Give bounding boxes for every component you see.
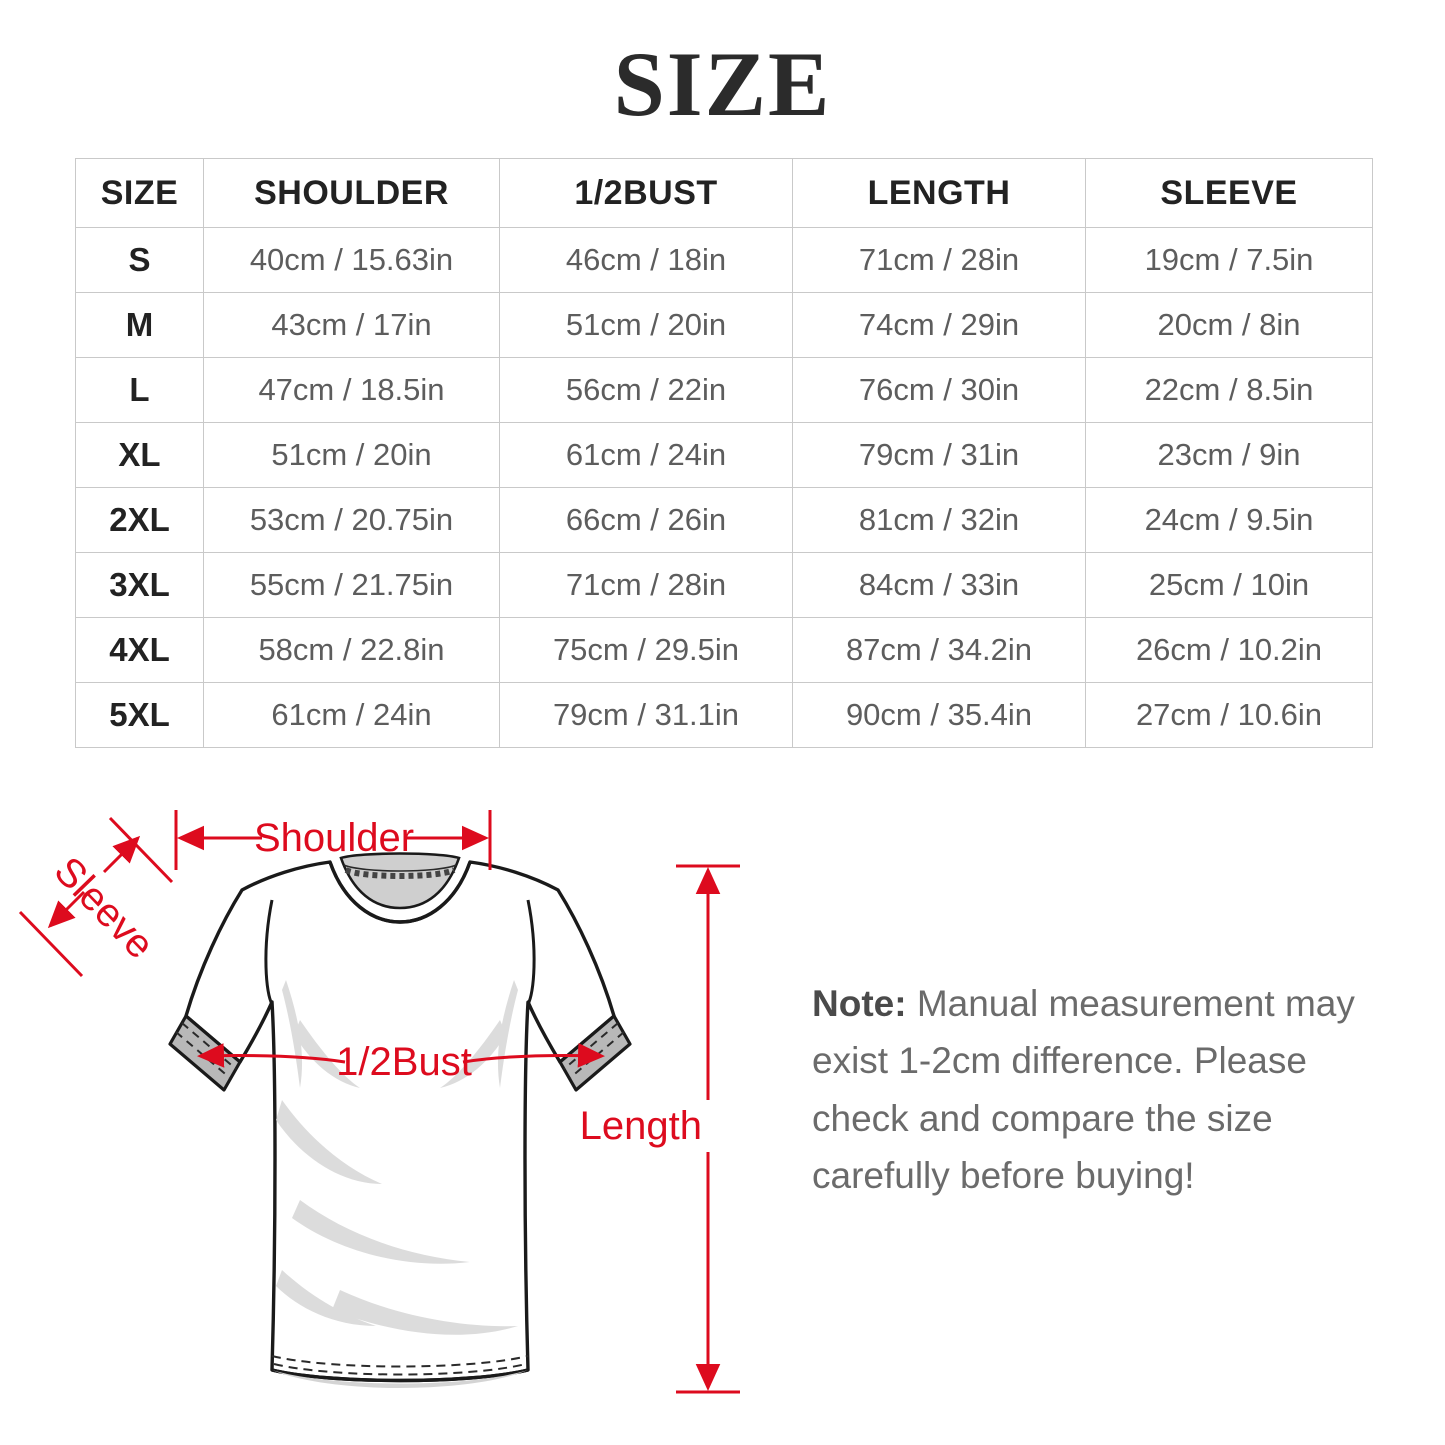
cell-size: XL: [75, 422, 204, 488]
size-table: SIZE SHOULDER 1/2BUST LENGTH SLEEVE S 40…: [75, 158, 1373, 748]
note-label: Note:: [812, 983, 907, 1024]
note-block: Note: Manual measurement may exist 1-2cm…: [812, 975, 1387, 1204]
collar-outer: [328, 861, 472, 924]
cell-sleeve: 23cm / 9in: [1085, 422, 1373, 488]
fabric-folds: [276, 980, 518, 1335]
measurement-diagram: Shoulder Sleeve 1/2Bust: [0, 770, 800, 1445]
collar-inner: [339, 852, 461, 910]
table-row: S 40cm / 15.63in 46cm / 18in 71cm / 28in…: [75, 227, 1373, 293]
sleeve-measurement-annotation: Sleeve: [18, 816, 174, 978]
table-row: 4XL 58cm / 22.8in 75cm / 29.5in 87cm / 3…: [75, 617, 1373, 683]
column-header-size: SIZE: [75, 158, 204, 228]
sleeve-arrow-upper: [102, 835, 141, 874]
sleeve-tick-lower: [18, 910, 84, 978]
cell-length: 74cm / 29in: [792, 292, 1086, 358]
length-label: Length: [580, 1104, 702, 1148]
tshirt-body-outline: [184, 860, 616, 1383]
table-row: L 47cm / 18.5in 56cm / 22in 76cm / 30in …: [75, 357, 1373, 423]
bottom-hem-fold: [271, 1355, 529, 1368]
cell-size: 4XL: [75, 617, 204, 683]
tshirt-illustration: [168, 852, 632, 1388]
length-measurement-annotation: Length: [580, 864, 740, 1394]
table-row: M 43cm / 17in 51cm / 20in 74cm / 29in 20…: [75, 292, 1373, 358]
column-header-sleeve: SLEEVE: [1085, 158, 1373, 228]
cell-shoulder: 53cm / 20.75in: [203, 487, 500, 553]
table-row: XL 51cm / 20in 61cm / 24in 79cm / 31in 2…: [75, 422, 1373, 488]
collar-band-edge: [343, 864, 457, 872]
cell-shoulder: 58cm / 22.8in: [203, 617, 500, 683]
left-armhole-seam: [264, 899, 274, 1005]
bust-measurement-annotation: 1/2Bust: [197, 1040, 605, 1084]
cell-shoulder: 51cm / 20in: [203, 422, 500, 488]
cell-size: 5XL: [75, 682, 204, 748]
column-header-length: LENGTH: [792, 158, 1086, 228]
right-armhole-seam: [526, 899, 536, 1005]
cell-shoulder: 61cm / 24in: [203, 682, 500, 748]
collar-back-band: [344, 867, 456, 879]
cell-length: 76cm / 30in: [792, 357, 1086, 423]
cell-sleeve: 19cm / 7.5in: [1085, 227, 1373, 293]
note-text: Manual measurement may exist 1-2cm diffe…: [812, 983, 1355, 1197]
cell-length: 90cm / 35.4in: [792, 682, 1086, 748]
cell-size: L: [75, 357, 204, 423]
table-row: 2XL 53cm / 20.75in 66cm / 26in 81cm / 32…: [75, 487, 1373, 553]
sleeve-label: Sleeve: [46, 849, 163, 968]
bust-arrow-left: [197, 1043, 346, 1068]
cell-length: 87cm / 34.2in: [792, 617, 1086, 683]
cell-length: 81cm / 32in: [792, 487, 1086, 553]
cell-bust: 56cm / 22in: [499, 357, 793, 423]
cell-size: 2XL: [75, 487, 204, 553]
cell-bust: 51cm / 20in: [499, 292, 793, 358]
column-header-bust: 1/2BUST: [499, 158, 793, 228]
cell-size: 3XL: [75, 552, 204, 618]
cell-sleeve: 27cm / 10.6in: [1085, 682, 1373, 748]
cell-sleeve: 26cm / 10.2in: [1085, 617, 1373, 683]
cell-shoulder: 43cm / 17in: [203, 292, 500, 358]
sleeve-arrow-lower: [47, 890, 86, 929]
cell-bust: 46cm / 18in: [499, 227, 793, 293]
cell-bust: 66cm / 26in: [499, 487, 793, 553]
cell-bust: 71cm / 28in: [499, 552, 793, 618]
table-header-row: SIZE SHOULDER 1/2BUST LENGTH SLEEVE: [75, 158, 1373, 228]
cell-sleeve: 24cm / 9.5in: [1085, 487, 1373, 553]
shoulder-label: Shoulder: [254, 816, 414, 860]
bottom-hem-shadow: [272, 1370, 528, 1388]
cell-length: 84cm / 33in: [792, 552, 1086, 618]
cell-shoulder: 40cm / 15.63in: [203, 227, 500, 293]
table-row: 5XL 61cm / 24in 79cm / 31.1in 90cm / 35.…: [75, 682, 1373, 748]
table-row: 3XL 55cm / 21.75in 71cm / 28in 84cm / 33…: [75, 552, 1373, 618]
shoulder-measurement-annotation: Shoulder: [174, 810, 492, 870]
cell-shoulder: 55cm / 21.75in: [203, 552, 500, 618]
cell-shoulder: 47cm / 18.5in: [203, 357, 500, 423]
cell-size: S: [75, 227, 204, 293]
bottom-hem-edge: [271, 1368, 529, 1383]
sleeve-tick-upper: [108, 816, 174, 884]
cell-size: M: [75, 292, 204, 358]
cell-sleeve: 20cm / 8in: [1085, 292, 1373, 358]
column-header-shoulder: SHOULDER: [203, 158, 500, 228]
cell-length: 71cm / 28in: [792, 227, 1086, 293]
cell-sleeve: 22cm / 8.5in: [1085, 357, 1373, 423]
bottom-hem-stitch: [273, 1363, 527, 1376]
cell-bust: 79cm / 31.1in: [499, 682, 793, 748]
cell-length: 79cm / 31in: [792, 422, 1086, 488]
cell-sleeve: 25cm / 10in: [1085, 552, 1373, 618]
cell-bust: 75cm / 29.5in: [499, 617, 793, 683]
bust-arrow-right: [462, 1043, 605, 1068]
page-title: SIZE: [613, 33, 832, 135]
cell-bust: 61cm / 24in: [499, 422, 793, 488]
bust-label: 1/2Bust: [336, 1040, 472, 1084]
